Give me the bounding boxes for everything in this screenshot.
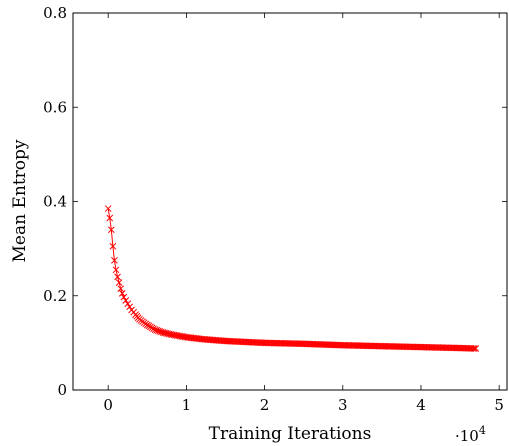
data-point-marker (109, 242, 117, 250)
x-tick-label: 4 (416, 396, 426, 414)
axis-ticks (73, 12, 507, 391)
series-line (107, 208, 476, 350)
x-tick-label: 5 (494, 396, 504, 414)
data-point-marker (112, 266, 120, 274)
axis-tick-labels: 0 1 2 3 4 5 0 0.2 0.4 0.6 0.8 (43, 4, 504, 414)
data-point-marker (107, 226, 115, 234)
data-point-marker (106, 214, 114, 222)
x-axis-multiplier-exponent: 4 (479, 424, 486, 437)
x-axis-multiplier: ·104 (455, 424, 486, 445)
x-axis-label: Training Iterations (209, 424, 372, 444)
y-tick-label: 0.6 (43, 98, 67, 116)
data-point-marker (469, 345, 476, 352)
y-tick-label: 0 (57, 381, 67, 399)
y-axis-label: Mean Entropy (10, 139, 30, 262)
data-point-marker (111, 257, 118, 264)
data-point-marker (115, 279, 123, 286)
y-tick-label: 0.8 (43, 4, 67, 22)
x-axis-multiplier-base: ·10 (455, 427, 479, 445)
data-point-marker (126, 303, 134, 311)
data-point-marker (122, 297, 130, 304)
x-tick-label: 1 (182, 396, 192, 414)
x-tick-label: 3 (338, 396, 348, 414)
data-point-marker (470, 345, 478, 352)
data-point-marker (120, 293, 128, 301)
data-point-marker (472, 345, 480, 352)
y-tick-label: 0.2 (43, 287, 67, 305)
data-point-marker (118, 290, 126, 297)
data-point-marker (117, 285, 125, 293)
data-point-marker (104, 205, 112, 212)
data-point-marker (124, 300, 132, 308)
series (104, 205, 480, 352)
y-tick-label: 0.4 (43, 193, 67, 211)
x-tick-label: 2 (260, 396, 270, 414)
plot-frame (72, 12, 508, 391)
data-point-marker (114, 273, 121, 281)
x-tick-label: 0 (103, 396, 113, 414)
